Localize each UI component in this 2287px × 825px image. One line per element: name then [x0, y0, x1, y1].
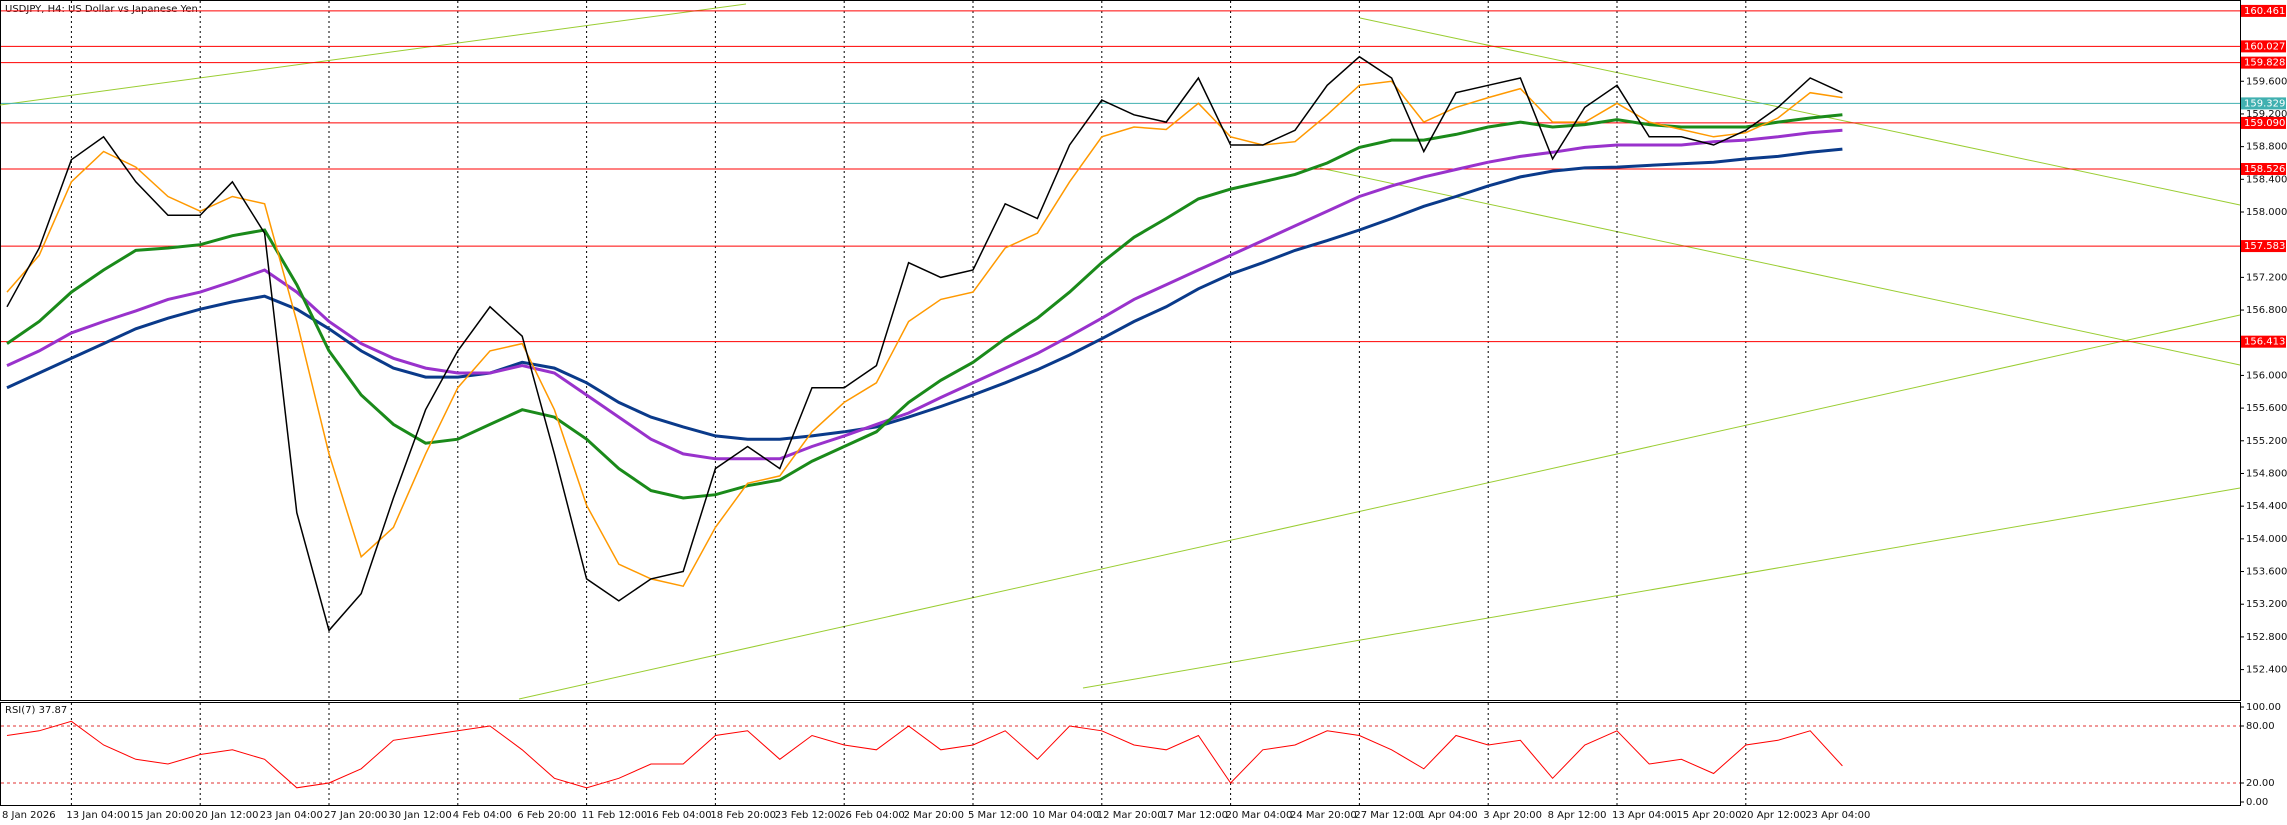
x-tick-label: 27 Jan 20:00 [324, 810, 387, 821]
y-tick-label: 157.200 [2246, 272, 2287, 283]
y-tick-label: 100.00 [2246, 702, 2281, 713]
y-tick-label: 154.000 [2246, 534, 2287, 545]
rsi-panel [0, 702, 2241, 806]
x-tick-label: 10 Mar 04:00 [1032, 810, 1099, 821]
level-label: 159.828 [2244, 58, 2285, 69]
x-tick-label: 23 Apr 04:00 [1805, 810, 1870, 821]
x-tick-label: 2 Mar 20:00 [904, 810, 964, 821]
level-label: 159.090 [2244, 118, 2285, 129]
level-tag [2241, 163, 2286, 176]
current-price-tag [2241, 97, 2286, 110]
x-tick-label: 23 Jan 04:00 [260, 810, 323, 821]
y-tick-label: 156.800 [2246, 305, 2287, 316]
y-tick-label: 153.600 [2246, 567, 2287, 578]
x-tick-label: 8 Apr 12:00 [1548, 810, 1607, 821]
x-tick-label: 4 Feb 04:00 [453, 810, 512, 821]
y-tick-label: 0.00 [2246, 797, 2268, 808]
series-line [6, 80, 1843, 588]
x-tick-label: 6 Feb 20:00 [517, 810, 576, 821]
trend-line [0, 3, 747, 106]
level-tag [2241, 335, 2286, 348]
y-tick-label: 158.400 [2246, 174, 2287, 185]
y-tick-label: 155.600 [2246, 403, 2287, 414]
level-label: 158.526 [2244, 164, 2285, 175]
y-tick-label: 154.400 [2246, 501, 2287, 512]
x-tick-label: 16 Feb 04:00 [646, 810, 712, 821]
x-tick-label: 26 Feb 04:00 [839, 810, 905, 821]
trend-line [1319, 167, 2241, 366]
series-line [6, 113, 1843, 500]
y-tick-label: 159.200 [2246, 109, 2287, 120]
series-line [6, 720, 1843, 789]
x-tick-label: 20 Jan 12:00 [195, 810, 258, 821]
level-tag [2241, 56, 2286, 69]
x-tick-label: 20 Mar 04:00 [1226, 810, 1293, 821]
x-tick-label: 1 Apr 04:00 [1419, 810, 1478, 821]
level-tag [2241, 4, 2286, 17]
y-tick-label: 158.800 [2246, 142, 2287, 153]
y-tick-label: 155.200 [2246, 436, 2287, 447]
price-panel [0, 0, 2241, 701]
level-tag [2241, 240, 2286, 253]
x-tick-label: 13 Apr 04:00 [1612, 810, 1677, 821]
x-tick-label: 20 Apr 12:00 [1741, 810, 1806, 821]
x-tick-label: 8 Jan 2026 [2, 810, 56, 821]
level-label: 156.413 [2244, 337, 2285, 348]
current-price-label: 159.329 [2244, 98, 2285, 109]
y-tick-label: 152.800 [2246, 632, 2287, 643]
level-label: 160.461 [2244, 6, 2285, 17]
y-tick-label: 152.400 [2246, 665, 2287, 676]
x-tick-label: 15 Jan 20:00 [131, 810, 194, 821]
x-tick-label: 30 Jan 12:00 [388, 810, 451, 821]
series-line [6, 55, 1843, 632]
x-tick-label: 27 Mar 12:00 [1354, 810, 1421, 821]
x-tick-label: 24 Mar 20:00 [1290, 810, 1357, 821]
x-tick-label: 11 Feb 12:00 [582, 810, 648, 821]
y-tick-label: 20.00 [2246, 778, 2275, 789]
level-label: 160.027 [2244, 41, 2285, 52]
y-tick-label: 158.000 [2246, 207, 2287, 218]
x-tick-label: 17 Mar 12:00 [1161, 810, 1228, 821]
x-tick-label: 18 Feb 20:00 [710, 810, 776, 821]
chart-title: USDJPY, H4: US Dollar vs Japanese Yen [5, 4, 198, 15]
x-tick-label: 23 Feb 12:00 [775, 810, 841, 821]
x-tick-label: 3 Apr 20:00 [1483, 810, 1542, 821]
y-tick-label: 153.200 [2246, 599, 2287, 610]
x-tick-label: 13 Jan 04:00 [66, 810, 129, 821]
rsi-title: RSI(7) 37.87 [5, 705, 67, 716]
trend-line [518, 314, 2241, 700]
trend-lines [0, 3, 2241, 700]
level-tag [2241, 116, 2286, 129]
trend-line [1082, 487, 2241, 689]
y-tick-label: 154.800 [2246, 468, 2287, 479]
x-tick-label: 5 Mar 12:00 [968, 810, 1028, 821]
level-tag [2241, 40, 2286, 53]
y-tick-label: 156.000 [2246, 370, 2287, 381]
series-line [6, 128, 1843, 461]
x-tick-label: 12 Mar 20:00 [1097, 810, 1164, 821]
x-tick-label: 15 Apr 20:00 [1676, 810, 1741, 821]
y-tick-label: 80.00 [2246, 721, 2275, 732]
trend-line [1359, 17, 2241, 206]
level-label: 157.583 [2244, 241, 2285, 252]
y-tick-label: 159.600 [2246, 76, 2287, 87]
